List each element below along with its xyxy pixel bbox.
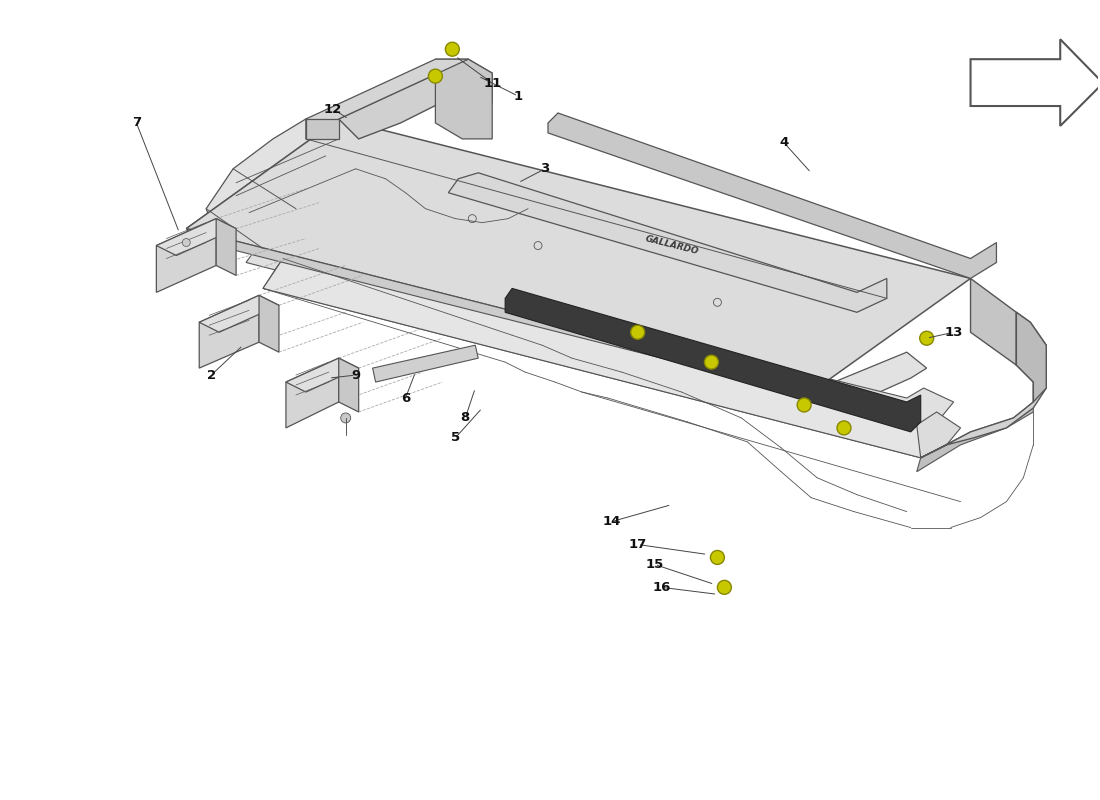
Text: 3: 3 (540, 162, 550, 175)
Text: 14: 14 (603, 515, 622, 528)
Circle shape (920, 331, 934, 345)
Polygon shape (339, 358, 359, 412)
Circle shape (717, 580, 732, 594)
Circle shape (428, 69, 442, 83)
Text: 7: 7 (132, 117, 141, 130)
Circle shape (798, 398, 811, 412)
Text: 17: 17 (628, 538, 647, 551)
Text: 8: 8 (461, 411, 470, 425)
Polygon shape (921, 312, 1046, 458)
Polygon shape (217, 218, 236, 275)
Text: 5: 5 (451, 431, 460, 444)
Polygon shape (156, 218, 217, 292)
Polygon shape (436, 59, 492, 139)
Circle shape (341, 413, 351, 423)
Polygon shape (306, 59, 469, 139)
Polygon shape (970, 39, 1100, 126)
Circle shape (704, 355, 718, 369)
Text: 2: 2 (207, 369, 216, 382)
Text: 1: 1 (514, 90, 522, 102)
Circle shape (837, 421, 851, 435)
Polygon shape (1016, 312, 1046, 402)
Text: 6: 6 (400, 391, 410, 405)
Polygon shape (246, 238, 954, 432)
Polygon shape (916, 402, 1033, 472)
Text: 15: 15 (646, 558, 663, 571)
Polygon shape (373, 345, 478, 382)
Polygon shape (186, 119, 926, 408)
Polygon shape (156, 218, 236, 255)
Polygon shape (199, 295, 279, 332)
Text: 13: 13 (945, 326, 962, 338)
Text: 11: 11 (483, 77, 502, 90)
Circle shape (630, 326, 645, 339)
Circle shape (446, 42, 460, 56)
Polygon shape (970, 278, 1016, 365)
Polygon shape (258, 295, 279, 352)
Polygon shape (505, 288, 921, 432)
Polygon shape (286, 358, 339, 428)
Polygon shape (199, 295, 258, 368)
Polygon shape (449, 173, 887, 312)
Polygon shape (263, 258, 960, 458)
Text: GALLARDO: GALLARDO (644, 234, 700, 257)
Polygon shape (306, 119, 339, 139)
Text: 9: 9 (351, 369, 360, 382)
Circle shape (711, 550, 725, 565)
Polygon shape (263, 258, 921, 458)
Polygon shape (339, 59, 492, 139)
Polygon shape (548, 113, 997, 278)
Polygon shape (286, 358, 359, 392)
Text: 16: 16 (652, 581, 671, 594)
Polygon shape (186, 119, 970, 388)
Text: 12: 12 (323, 102, 342, 115)
Polygon shape (186, 229, 827, 400)
Text: 4: 4 (780, 136, 789, 150)
Circle shape (183, 238, 190, 246)
